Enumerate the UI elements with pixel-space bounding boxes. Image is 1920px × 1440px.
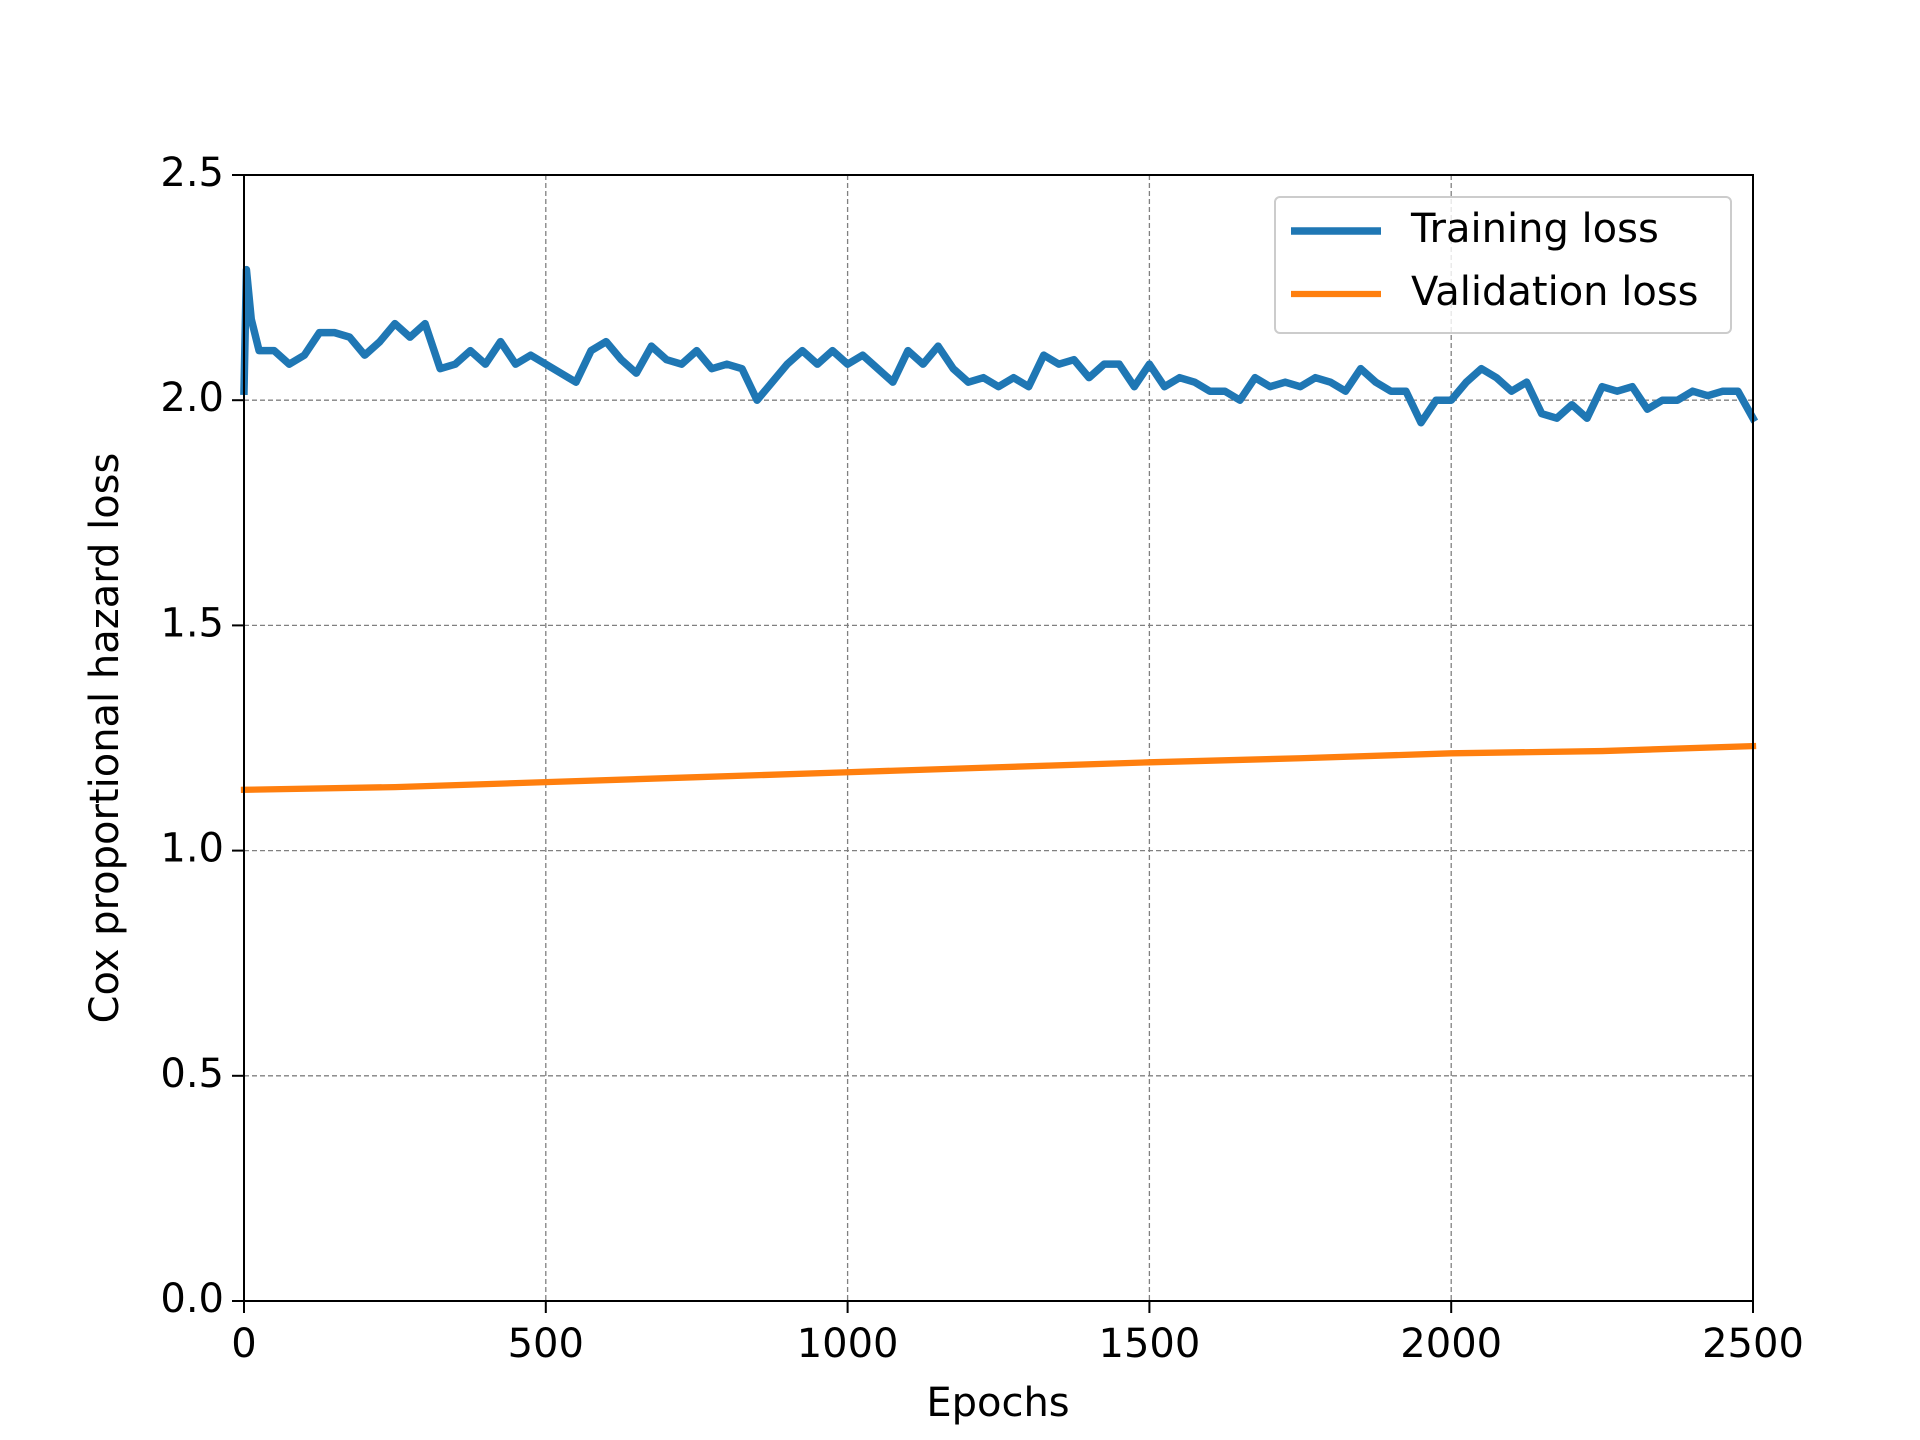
x-tick-label: 2000 — [1400, 1321, 1502, 1367]
y-tick-label: 2.0 — [160, 375, 224, 421]
y-tick-label: 1.0 — [160, 826, 224, 872]
y-tick-label: 2.5 — [160, 150, 224, 196]
legend-box — [1274, 196, 1732, 334]
x-tick-label: 1500 — [1099, 1321, 1201, 1367]
y-tick-label: 0.0 — [160, 1276, 224, 1322]
legend-label: Validation loss — [1411, 269, 1699, 315]
x-tick-label: 1000 — [797, 1321, 899, 1367]
plot-frame — [243, 174, 1754, 1302]
x-axis-label: Epochs — [926, 1380, 1069, 1426]
y-tick-label: 1.5 — [160, 600, 224, 646]
line-series — [240, 742, 1757, 794]
legend-label: Training loss — [1410, 206, 1659, 252]
y-tick-label: 0.5 — [160, 1051, 224, 1097]
x-tick-label: 2500 — [1702, 1321, 1804, 1367]
x-tick-label: 500 — [508, 1321, 584, 1367]
y-axis-label: Cox proportional hazard loss — [82, 453, 128, 1024]
line-series — [240, 265, 1759, 427]
x-tick-label: 0 — [231, 1321, 256, 1367]
